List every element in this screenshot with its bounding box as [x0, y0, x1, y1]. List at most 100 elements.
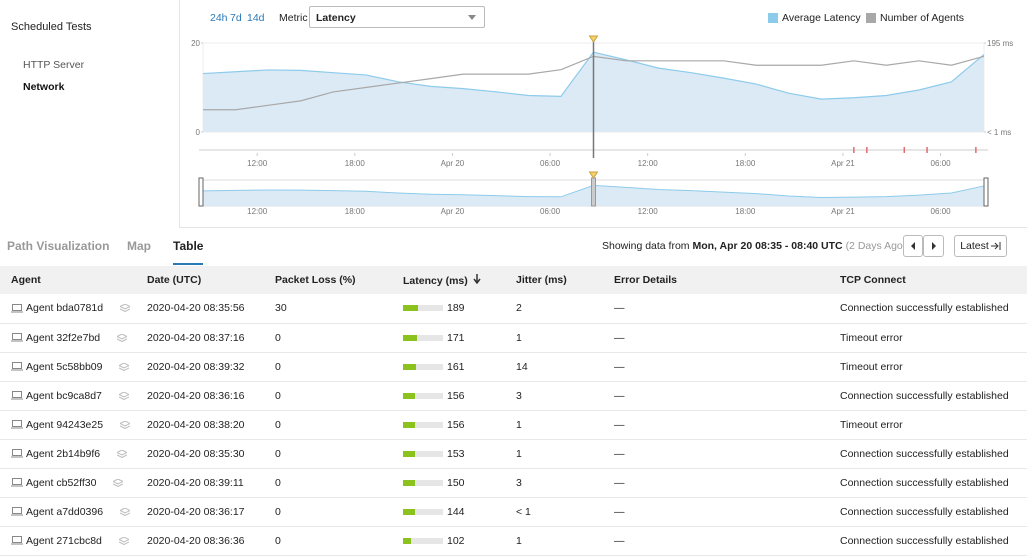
agent-icon [11, 303, 23, 313]
table-cell: Agent 271cbc8d [0, 526, 136, 556]
x-tick-label: Apr 21 [831, 159, 855, 168]
range-button[interactable]: 24h [210, 12, 228, 24]
sidebar-item[interactable]: HTTP Server [23, 59, 85, 71]
table-row[interactable]: Agent a7dd0396 2020-04-20 08:36:17 0 144 < 1… [0, 497, 1027, 527]
layers-icon [116, 333, 129, 342]
tab[interactable]: Table [173, 239, 204, 265]
cell-text: 2020-04-20 08:39:11 [147, 476, 244, 489]
chart: 0 20 < 1 ms 195 ms 12:00 12:00 18:00 18:00 Apr 2… [191, 35, 1013, 216]
prev-button[interactable] [903, 235, 923, 257]
column-header-label: Latency (ms) [403, 274, 468, 287]
cell-text: — [614, 476, 625, 489]
latency-bar [403, 537, 412, 544]
sidebar-item[interactable]: Network [23, 81, 65, 93]
cell-text: 14 [516, 360, 528, 373]
table-row[interactable]: Agent cb52ff30 2020-04-20 08:39:11 0 150 3 — C… [0, 468, 1027, 498]
overview-tick-label: 12:00 [247, 207, 268, 216]
table-cell: — [603, 468, 829, 498]
table-row[interactable]: Agent 32f2e7bd 2020-04-20 08:37:16 0 171 1 — T… [0, 323, 1027, 353]
cell-text: — [614, 302, 625, 315]
table-cell: 0 [264, 381, 392, 411]
table-cell: 3 [505, 468, 603, 498]
metric-label: Metric [279, 12, 308, 24]
column-header-label: Error Details [614, 274, 678, 286]
table-cell: 171 [392, 323, 505, 353]
latency-bar [403, 305, 419, 312]
table-row[interactable]: Agent 5c58bb09 2020-04-20 08:39:32 0 161 14 —… [0, 352, 1027, 382]
table-cell: — [603, 294, 829, 324]
selected-flag [588, 35, 599, 43]
y2-tick-label: < 1 ms [987, 128, 1011, 137]
table-cell: 3 [505, 381, 603, 411]
column-header[interactable]: Date (UTC) [136, 266, 264, 294]
tab[interactable]: Path Visualization [7, 239, 110, 253]
overview-handle[interactable] [198, 177, 204, 207]
table-cell: 161 [392, 352, 505, 382]
table-row[interactable]: Agent bda0781d 2020-04-20 08:35:56 30 189 2 —… [0, 294, 1027, 324]
table-cell: 0 [264, 352, 392, 382]
cell-text: — [614, 389, 625, 402]
cell-text: 2020-04-20 08:35:56 [147, 302, 245, 315]
cell-text: 3 [516, 476, 522, 489]
column-header[interactable]: Error Details [603, 266, 829, 294]
table-cell: 1 [505, 323, 603, 353]
overview-handle[interactable] [983, 177, 989, 207]
metric-select[interactable]: Latency [309, 6, 485, 28]
cell-text: 2020-04-20 08:36:17 [147, 505, 245, 518]
agent-icon [11, 391, 23, 400]
cell-text: Agent cb52ff30 [26, 476, 97, 489]
table-row[interactable]: Agent 94243e25 2020-04-20 08:38:20 0 156 1 — T… [0, 410, 1027, 440]
table-cell: 0 [264, 526, 392, 556]
table-cell: Timeout error [829, 352, 1027, 382]
x-tick-label: 06:00 [931, 159, 952, 168]
column-header[interactable]: Agent [0, 266, 136, 294]
sort-icon [473, 273, 481, 284]
agent-icon [11, 536, 23, 545]
table-cell: Agent 2b14b9f6 [0, 439, 136, 469]
table-row[interactable]: Agent bc9ca8d7 2020-04-20 08:36:16 0 156 3 — C… [0, 381, 1027, 411]
table-cell: Agent a7dd0396 [0, 497, 136, 527]
column-header[interactable]: Packet Loss (%) [264, 266, 392, 294]
cell-text: — [614, 505, 625, 518]
latency-track [403, 392, 443, 399]
table-cell: 2020-04-20 08:39:32 [136, 352, 264, 382]
column-header[interactable]: Jitter (ms) [505, 266, 603, 294]
latest-button[interactable]: Latest [954, 235, 1007, 257]
table-cell: 2020-04-20 08:37:16 [136, 323, 264, 353]
latency-bar [403, 479, 415, 486]
cell-text: 0 [275, 447, 281, 460]
cell-text: 171 [447, 331, 465, 344]
table-cell: 2020-04-20 08:36:17 [136, 497, 264, 527]
cell-text: 1 [516, 447, 522, 460]
range-button[interactable]: 7d [230, 12, 242, 24]
cell-text: 1 [516, 418, 522, 431]
latency-track [403, 421, 443, 428]
y2-tick-label: 195 ms [987, 39, 1013, 48]
cell-text: 2020-04-20 08:36:36 [147, 534, 245, 547]
tab[interactable]: Map [127, 239, 151, 253]
table-cell: Connection successfully established [829, 497, 1027, 527]
column-header[interactable]: TCP Connect [829, 266, 1027, 294]
range-button[interactable]: 14d [247, 12, 265, 24]
latency-track [403, 363, 443, 370]
cell-text: Agent 271cbc8d [26, 534, 102, 547]
table-row[interactable]: Agent 271cbc8d 2020-04-20 08:36:36 0 102 1 — C… [0, 526, 1027, 556]
legend-label: Number of Agents [880, 12, 965, 24]
cell-text: 2020-04-20 08:36:16 [147, 389, 245, 402]
latency-track [403, 334, 443, 341]
table-cell: — [603, 410, 829, 440]
cell-text: Connection successfully established [840, 302, 1009, 315]
cell-text: Agent 94243e25 [26, 418, 104, 431]
overview-tick-label: 06:00 [540, 207, 561, 216]
cell-text: 2 [516, 302, 522, 315]
x-tick-label: 12:00 [638, 159, 659, 168]
next-button[interactable] [923, 235, 944, 257]
column-header[interactable]: Latency (ms) [392, 266, 505, 294]
y-tick-label: 0 [196, 128, 201, 137]
table-cell: 102 [392, 526, 505, 556]
table-cell: 150 [392, 468, 505, 498]
table-cell: 2020-04-20 08:36:16 [136, 381, 264, 411]
table-row[interactable]: Agent 2b14b9f6 2020-04-20 08:35:30 0 153 1 — C… [0, 439, 1027, 469]
table-cell: Agent 32f2e7bd [0, 323, 136, 353]
agent-icon [11, 420, 23, 429]
